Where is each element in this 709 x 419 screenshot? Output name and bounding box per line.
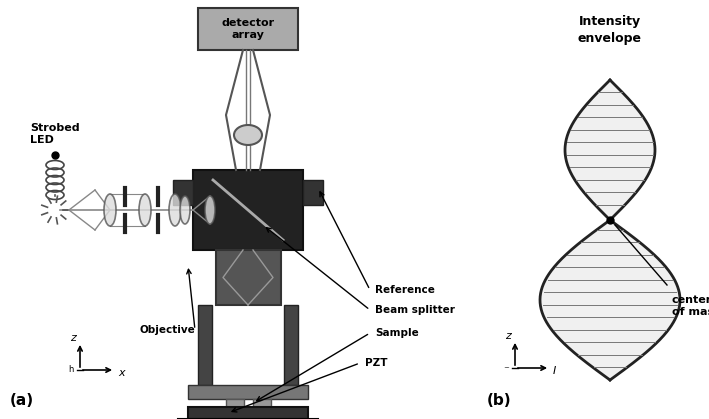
Bar: [188, 385, 308, 399]
Polygon shape: [540, 80, 680, 380]
Bar: [253, 399, 271, 407]
Text: z: z: [505, 331, 511, 341]
Text: x: x: [118, 368, 125, 378]
Text: detector
array: detector array: [221, 18, 274, 40]
Text: ~: ~: [503, 365, 509, 371]
Text: z: z: [70, 333, 76, 343]
Ellipse shape: [205, 196, 215, 224]
Text: h: h: [69, 365, 74, 375]
Text: Beam splitter: Beam splitter: [375, 305, 455, 315]
Bar: [198, 8, 298, 50]
Ellipse shape: [104, 194, 116, 226]
Text: center
of mass: center of mass: [672, 295, 709, 318]
Bar: [198, 305, 212, 385]
Bar: [188, 407, 308, 419]
Text: I: I: [553, 366, 557, 376]
Text: PZT: PZT: [365, 358, 388, 368]
Text: Strobed
LED: Strobed LED: [30, 123, 79, 145]
Text: (b): (b): [487, 393, 512, 408]
Ellipse shape: [180, 196, 190, 224]
Bar: [193, 170, 303, 250]
Bar: [284, 305, 298, 385]
Bar: [216, 250, 281, 305]
Bar: [173, 180, 193, 205]
Bar: [303, 180, 323, 205]
Ellipse shape: [169, 194, 181, 226]
Text: Reference: Reference: [375, 285, 435, 295]
Text: Objective: Objective: [140, 325, 196, 335]
Bar: [226, 399, 244, 407]
Text: (a): (a): [10, 393, 34, 408]
Ellipse shape: [139, 194, 151, 226]
Text: Sample: Sample: [375, 328, 419, 338]
Ellipse shape: [234, 125, 262, 145]
Text: Intensity
envelope: Intensity envelope: [578, 15, 642, 45]
